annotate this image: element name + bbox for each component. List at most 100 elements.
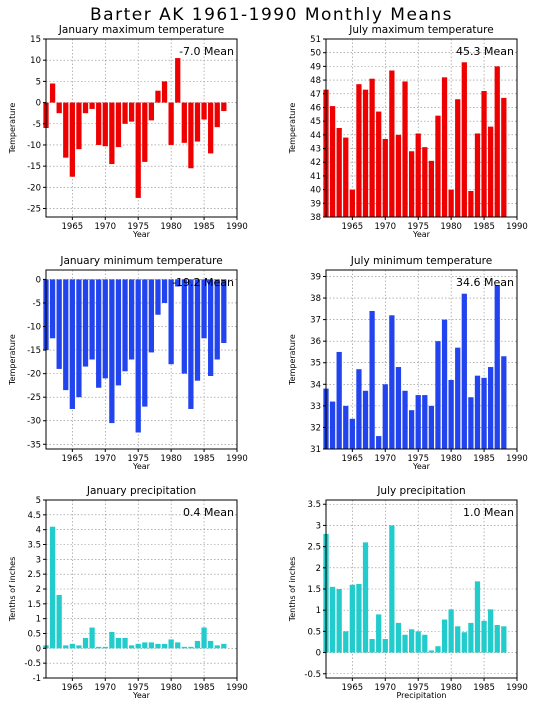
x-tick-label: 1975 bbox=[127, 222, 149, 232]
bar-1970 bbox=[382, 138, 388, 217]
bar-1966 bbox=[76, 279, 82, 398]
y-tick-label: 47 bbox=[310, 90, 321, 100]
y-tick-label: 45 bbox=[310, 117, 321, 127]
bar-1967 bbox=[362, 542, 369, 653]
y-tick-label: 2.5 bbox=[27, 570, 41, 580]
y-tick-label: 0.5 bbox=[307, 627, 321, 637]
y-tick-label: -25 bbox=[27, 205, 41, 215]
bar-1968 bbox=[89, 279, 95, 360]
bar-1970 bbox=[102, 279, 108, 379]
bar-1978 bbox=[155, 279, 161, 315]
x-tick-label: 1985 bbox=[193, 454, 215, 464]
y-tick-label: 1 bbox=[36, 615, 41, 625]
bar-1981 bbox=[175, 279, 181, 287]
chart-panel-2: July maximum temperature 38 39 40 41 42 43 44 45… bbox=[288, 24, 528, 239]
bar-1974 bbox=[408, 629, 415, 653]
bar-1987 bbox=[494, 66, 500, 217]
bar-1962 bbox=[329, 586, 336, 653]
y-tick-label: -0.5 bbox=[304, 670, 321, 680]
y-axis-label: Temperature bbox=[8, 334, 17, 386]
bar-1964 bbox=[63, 102, 69, 158]
bar-1970 bbox=[382, 384, 388, 449]
bar-1964 bbox=[343, 631, 349, 653]
bar-1967 bbox=[82, 102, 89, 114]
bar-1964 bbox=[343, 405, 349, 449]
bar-1979 bbox=[441, 319, 448, 449]
chart-panel-4: July minimum temperature 31 32 33 34 35 36 37 38… bbox=[288, 255, 528, 471]
bar-1982 bbox=[181, 102, 187, 143]
bar-1969 bbox=[96, 646, 102, 649]
bar-1965 bbox=[69, 279, 75, 409]
x-tick-label: 1980 bbox=[160, 454, 182, 464]
bar-1973 bbox=[402, 81, 408, 217]
y-tick-label: 2 bbox=[316, 564, 321, 574]
bar-1974 bbox=[408, 151, 415, 217]
y-tick-label: 4 bbox=[36, 526, 41, 536]
bar-1980 bbox=[448, 379, 454, 449]
bar-1983 bbox=[468, 397, 474, 449]
y-tick-label: 3.5 bbox=[307, 500, 321, 510]
bar-1964 bbox=[63, 645, 69, 649]
x-tick-label: 1990 bbox=[226, 454, 248, 464]
bar-1979 bbox=[441, 619, 448, 653]
y-tick-label: 49 bbox=[310, 62, 321, 72]
bar-1967 bbox=[362, 390, 369, 449]
bar-1988 bbox=[501, 97, 507, 217]
y-tick-label: 35 bbox=[310, 359, 321, 369]
bar-1982 bbox=[461, 62, 467, 218]
plot-frame bbox=[45, 269, 238, 450]
y-tick-label: 4.5 bbox=[27, 511, 41, 521]
bar-1973 bbox=[122, 279, 128, 372]
y-tick-label: -5 bbox=[33, 299, 41, 309]
bar-1985 bbox=[481, 377, 487, 449]
bar-1987 bbox=[494, 285, 500, 449]
bar-1974 bbox=[408, 410, 415, 449]
chart-panel-5: January precipitation -1 -0.5 0 0.5 1 1.5 2 2.5 3… bbox=[8, 485, 248, 700]
bar-1987 bbox=[214, 645, 220, 649]
bar-1980 bbox=[448, 189, 454, 217]
bar-1976 bbox=[142, 279, 148, 407]
y-axis-label: Temperature bbox=[8, 103, 17, 155]
bar-1971 bbox=[389, 315, 395, 449]
y-tick-label: -5 bbox=[33, 120, 41, 130]
bar-1963 bbox=[336, 351, 342, 449]
bar-1969 bbox=[376, 614, 382, 653]
x-tick-label: 1970 bbox=[94, 683, 116, 693]
x-axis-label: Year bbox=[412, 230, 431, 239]
bar-1986 bbox=[488, 367, 494, 449]
y-tick-label: 37 bbox=[310, 316, 321, 326]
mean-label: 45.3 Mean bbox=[456, 45, 514, 58]
bar-1962 bbox=[49, 526, 56, 649]
bar-1974 bbox=[128, 279, 135, 360]
bar-1970 bbox=[102, 102, 108, 147]
y-tick-label: 32 bbox=[310, 423, 321, 433]
x-tick-label: 1980 bbox=[440, 683, 462, 693]
bar-1978 bbox=[435, 341, 441, 449]
x-tick-label: 1980 bbox=[440, 222, 462, 232]
bar-1985 bbox=[481, 91, 487, 217]
bar-1962 bbox=[329, 106, 336, 217]
bar-1971 bbox=[109, 279, 115, 424]
bar-1976 bbox=[422, 395, 428, 449]
y-tick-label: 43 bbox=[310, 145, 321, 155]
bar-1975 bbox=[415, 631, 421, 653]
bar-1984 bbox=[474, 375, 481, 449]
x-axis-label: Year bbox=[412, 462, 431, 471]
x-tick-label: 1985 bbox=[193, 222, 215, 232]
x-tick-label: 1985 bbox=[473, 222, 495, 232]
y-tick-label: 0.5 bbox=[27, 630, 41, 640]
y-tick-label: 3 bbox=[36, 555, 41, 565]
x-tick-label: 1970 bbox=[374, 222, 396, 232]
bar-1984 bbox=[194, 279, 201, 381]
bar-1968 bbox=[89, 102, 95, 109]
y-tick-label: 31 bbox=[310, 445, 321, 455]
y-tick-label: -20 bbox=[27, 183, 41, 193]
x-axis-label: Year bbox=[132, 691, 151, 700]
bar-1976 bbox=[422, 634, 428, 653]
y-tick-label: 5 bbox=[36, 77, 41, 87]
y-tick-label: 42 bbox=[310, 158, 321, 168]
bar-1988 bbox=[221, 279, 227, 344]
y-tick-label: -10 bbox=[27, 323, 41, 333]
bar-1975 bbox=[135, 279, 141, 433]
y-axis-label: Temperature bbox=[288, 334, 297, 386]
